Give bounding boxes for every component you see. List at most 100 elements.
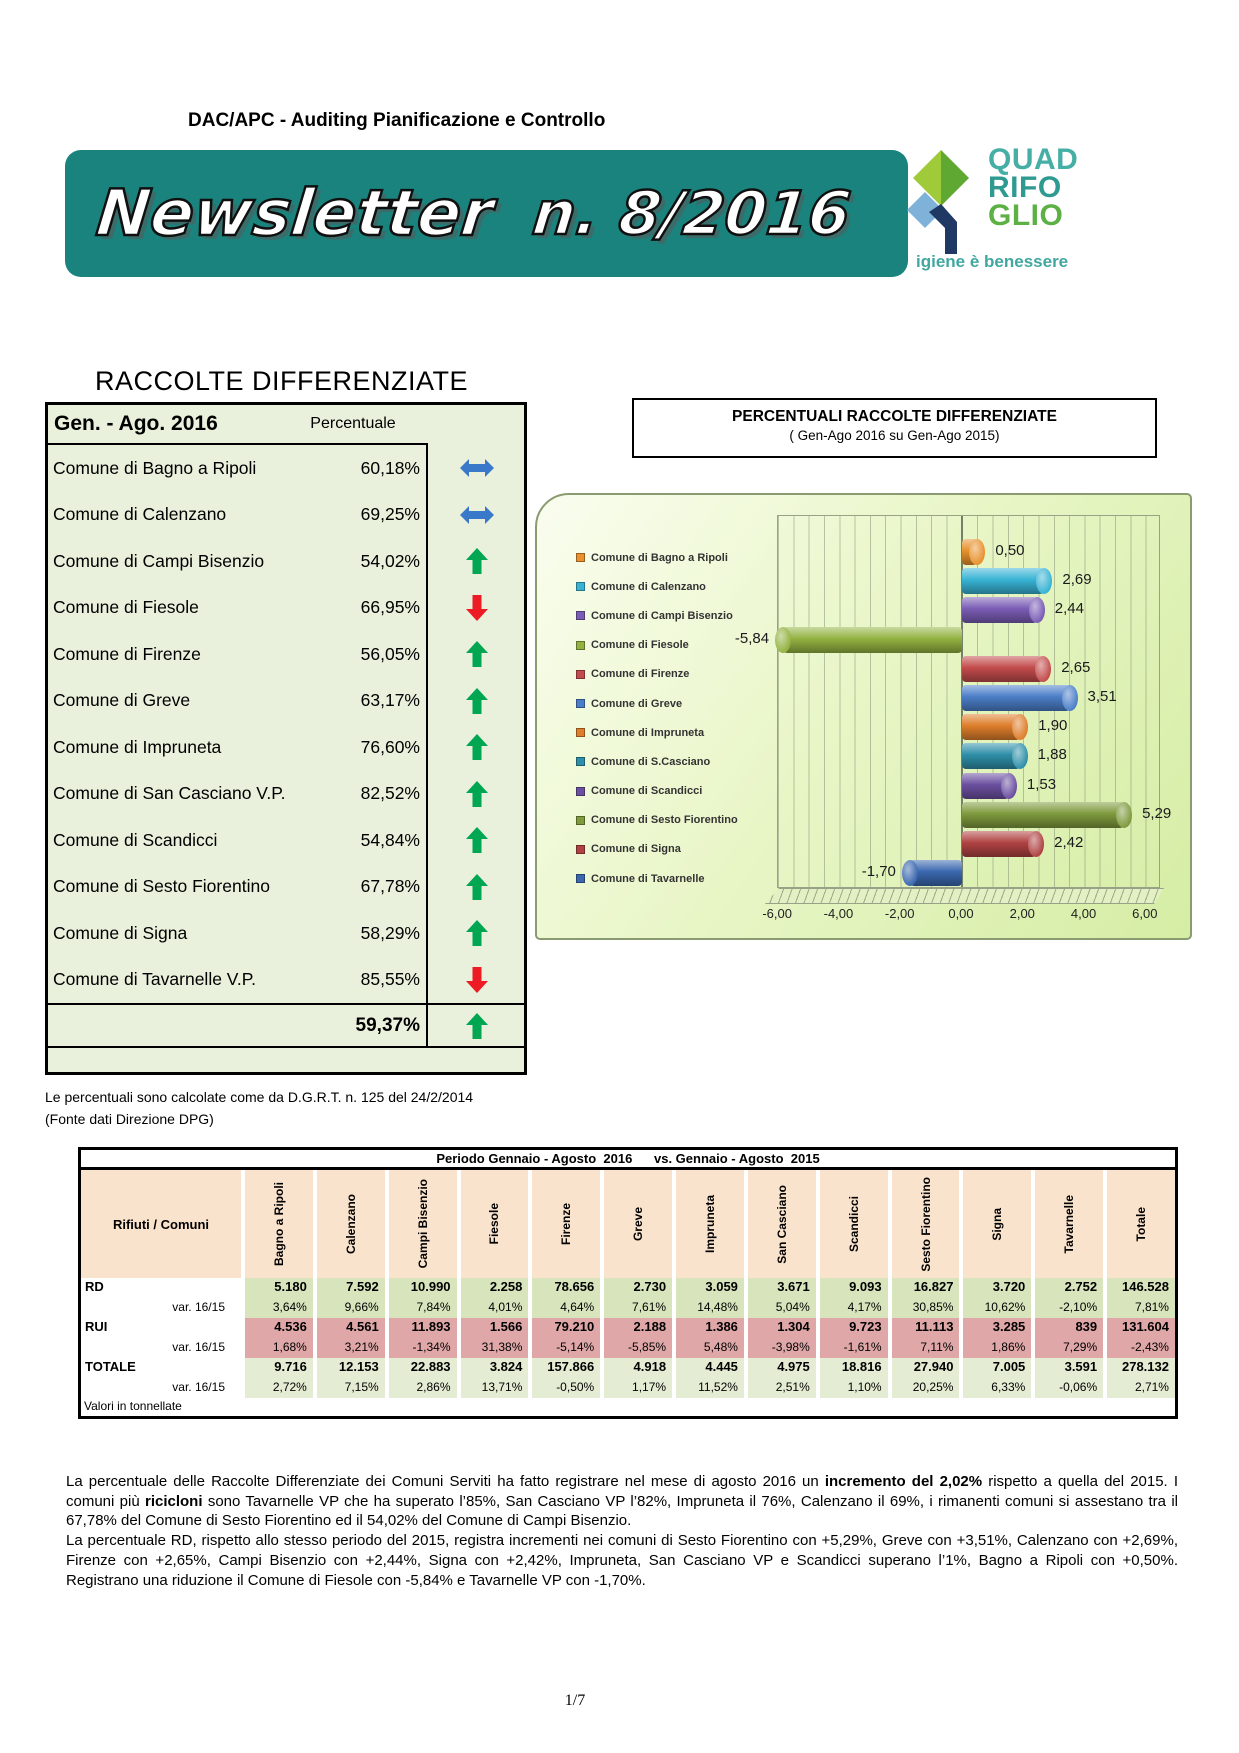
table-value-cell: 7.005: [959, 1358, 1032, 1379]
legend-label: Comune di Campi Bisenzio: [591, 609, 733, 622]
table-column-header: Campi Bisenzio: [384, 1170, 457, 1278]
table-value-cell: 27.940: [887, 1358, 960, 1379]
chart-bar: [962, 655, 1052, 682]
table-var-cell: -5,85%: [600, 1339, 673, 1358]
legend-label: Comune di Bagno a Ripoli: [591, 551, 728, 564]
rd-total-value: 59,37%: [355, 1014, 420, 1036]
table-var-cell: 1,86%: [959, 1339, 1032, 1358]
rd-comune-percentage: 67,78%: [360, 876, 420, 897]
table-value-cell: 22.883: [384, 1358, 457, 1379]
table-row-label: RUI: [81, 1318, 241, 1339]
department-title: DAC/APC - Auditing Pianificazione e Cont…: [188, 110, 606, 131]
logo-line-2: RIFO: [988, 171, 1062, 204]
table-value-cell: 3.720: [959, 1278, 1032, 1299]
trend-up-icon: [466, 687, 488, 714]
chart-bar-cap: [1061, 685, 1078, 711]
rd-period-label: Gen. - Ago. 2016: [54, 412, 218, 435]
legend-label: Comune di Fiesole: [591, 639, 689, 652]
legend-swatch-icon: [576, 815, 585, 825]
trend-stable-icon: [460, 505, 494, 524]
chart-bar: [775, 626, 962, 653]
banner-issue-number: n. 8/2016: [528, 177, 855, 250]
rd-row: Comune di Firenze 56,05%: [48, 631, 524, 678]
chart-bar-value: 1,53: [1026, 775, 1057, 793]
table-value-cell: 9.716: [241, 1358, 313, 1379]
table-var-cell: 1,10%: [815, 1379, 888, 1398]
rd-total-row: 59,37%: [48, 1003, 524, 1048]
paragraph-segment: rispetto a quella del 2015. I comuni più: [66, 1473, 1178, 1510]
chart-subtitle: ( Gen-Ago 2016 su Gen-Ago 2015): [789, 428, 1000, 443]
table-var-cell: 4,17%: [815, 1299, 888, 1318]
chart-bar: [962, 685, 1078, 711]
rd-comune-name: Comune di Calenzano: [53, 504, 227, 525]
rd-comune-trend: [430, 594, 524, 621]
chart-bar-value: -1,70: [861, 863, 896, 881]
rd-footnote-line2: (Fonte dati Direzione DPG): [45, 1111, 214, 1127]
trend-up-icon: [466, 641, 488, 668]
legend-item: Comune di Scandicci: [576, 777, 738, 806]
table-column-header: Fiesole: [456, 1170, 529, 1278]
rd-row: Comune di Fiesole 66,95%: [48, 585, 524, 632]
banner-title: Newsletter: [92, 175, 498, 252]
table-var-cell: 2,72%: [241, 1379, 313, 1398]
table-var-cell: 20,25%: [887, 1379, 960, 1398]
chart-bar: [962, 831, 1045, 857]
table-value-cell: 9.093: [815, 1278, 888, 1299]
rd-percentages-table: Gen. - Ago. 2016 Percentuale Comune di B…: [45, 402, 527, 1075]
legend-item: Comune di Impruneta: [576, 718, 738, 747]
table-value-cell: 18.816: [815, 1358, 888, 1379]
legend-label: Comune di Greve: [591, 697, 683, 710]
rd-comune-name: Comune di Firenze: [53, 643, 201, 664]
trend-up-icon: [466, 780, 488, 807]
body-paragraph: La percentuale delle Raccolte Differenzi…: [66, 1472, 1178, 1531]
table-footer-note: Valori in tonnellate: [81, 1398, 1175, 1416]
table-var-cell: 1,68%: [241, 1339, 313, 1358]
table-var-cell: 7,81%: [1103, 1299, 1175, 1318]
table-value-cell: 11.113: [887, 1318, 960, 1339]
legend-swatch-icon: [576, 699, 585, 709]
table-value-cell: 1.304: [743, 1318, 816, 1339]
chart-bar: [962, 539, 986, 565]
quadrifoglio-logo-text: QUAD RIFO GLIO: [988, 143, 1079, 231]
table-var-cell: 3,64%: [241, 1299, 313, 1318]
rd-comune-percentage: 60,18%: [360, 457, 420, 478]
table-value-cell: 9.723: [815, 1318, 888, 1339]
chart-bar-value: -5,84: [734, 629, 770, 647]
table-var-cell: 30,85%: [887, 1299, 960, 1318]
table-column-header: Bagno a Ripoli: [241, 1170, 313, 1278]
table-var-cell: 5,48%: [672, 1339, 744, 1358]
chart-bar-cap: [1116, 801, 1133, 828]
rd-comune-trend: [430, 780, 524, 807]
chart-bar-cap: [969, 539, 986, 565]
table-column-header: Totale: [1103, 1170, 1175, 1278]
legend-item: Comune di Bagno a Ripoli: [576, 543, 738, 572]
table-column-header: Sesto Fiorentino: [887, 1170, 960, 1278]
chart-bar-value: 1,88: [1037, 746, 1067, 764]
trend-up-icon: [466, 827, 488, 854]
paragraph-bold-segment: incremento del 2,02%: [824, 1473, 983, 1490]
x-axis-tick-label: 4,00: [1070, 906, 1097, 921]
rd-comune-percentage: 69,25%: [360, 504, 420, 525]
rd-comune-percentage: 76,60%: [360, 736, 420, 757]
logo-tagline: igiene è benessere: [916, 252, 1069, 271]
paragraph-bold-segment: ricicloni: [145, 1492, 203, 1510]
legend-swatch-icon: [576, 844, 585, 854]
legend-swatch-icon: [576, 669, 585, 679]
logo-line-1: QUAD: [988, 143, 1079, 176]
table-value-cell: 131.604: [1103, 1318, 1175, 1339]
table-var-cell: 7,84%: [384, 1299, 457, 1318]
rd-comune-trend: [430, 687, 524, 714]
table-var-cell: 10,62%: [959, 1299, 1032, 1318]
table-var-cell: 2,71%: [1103, 1379, 1175, 1398]
table-var-cell: -0,50%: [528, 1379, 601, 1398]
legend-swatch-icon: [576, 553, 585, 563]
x-axis-tick-label: -4,00: [823, 906, 854, 921]
chart-plot-area: 0,50 2,69 2,44 -5,84 2,65 3,51 1,90 1,88 1,53 5,2…: [735, 515, 1171, 888]
chart-bar-value: 2,65: [1061, 658, 1091, 676]
quadrifoglio-clover-icon: [905, 148, 977, 261]
rd-comune-percentage: 54,84%: [360, 829, 420, 850]
table-value-cell: 4.918: [600, 1358, 673, 1379]
table-value-cell: 4.975: [743, 1358, 816, 1379]
rd-comune-trend: [430, 459, 524, 478]
chart-bar-value: 0,50: [995, 542, 1025, 559]
